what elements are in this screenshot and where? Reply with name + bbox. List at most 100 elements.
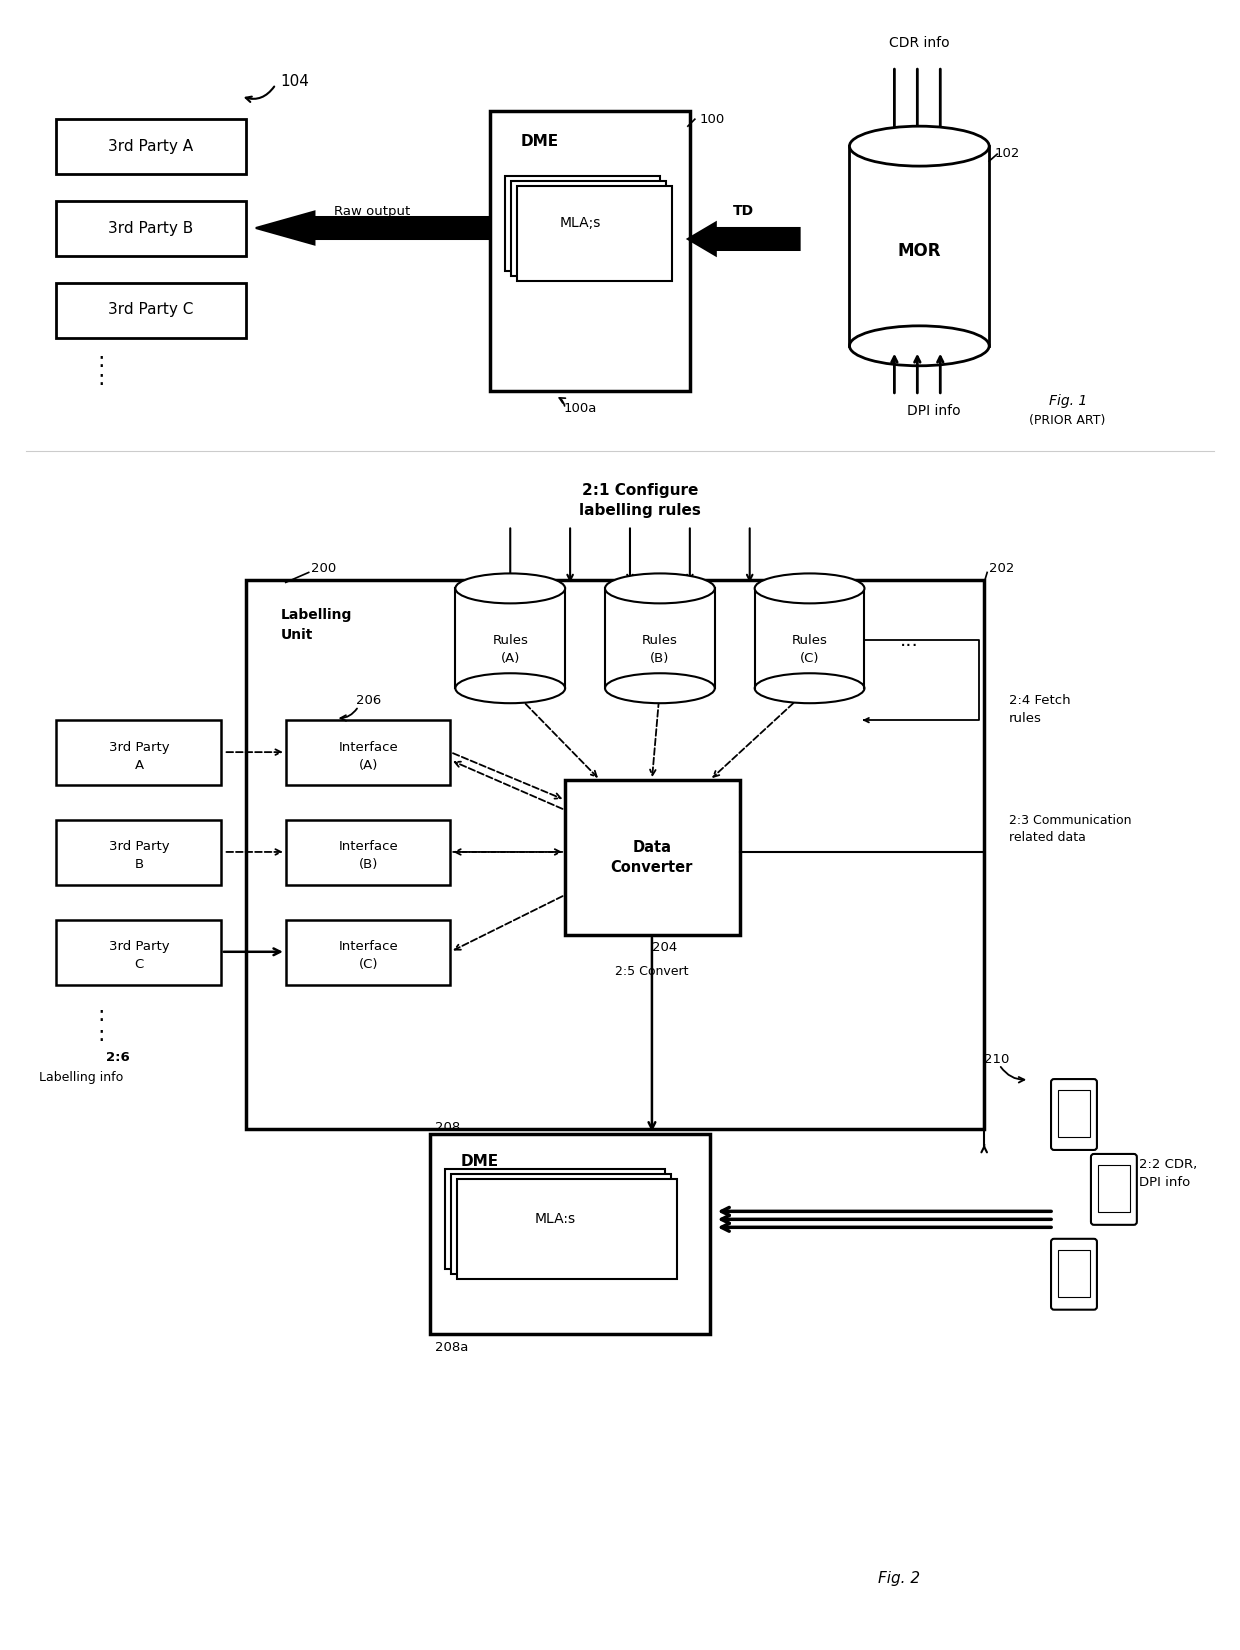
Text: 2:1 Configure: 2:1 Configure: [582, 483, 698, 498]
Text: Rules: Rules: [492, 634, 528, 647]
Text: Interface: Interface: [339, 840, 398, 853]
Text: 3rd Party: 3rd Party: [109, 741, 170, 754]
Ellipse shape: [605, 673, 714, 703]
Text: 3rd Party C: 3rd Party C: [108, 302, 193, 317]
Text: 200: 200: [311, 563, 336, 574]
Text: (A): (A): [358, 759, 378, 772]
Bar: [605, 589, 714, 688]
Text: (A): (A): [501, 652, 520, 665]
Text: Labelling info: Labelling info: [40, 1071, 123, 1084]
Bar: [458, 1180, 677, 1279]
Ellipse shape: [455, 673, 565, 703]
Text: 2:4 Fetch: 2:4 Fetch: [1009, 693, 1071, 706]
Text: ...: ...: [900, 630, 919, 650]
Text: (C): (C): [800, 652, 820, 665]
Text: DPI info: DPI info: [908, 404, 961, 417]
Bar: [755, 589, 864, 688]
Text: DME: DME: [460, 1153, 498, 1168]
Bar: [56, 119, 246, 175]
Text: :: :: [98, 1025, 105, 1044]
FancyArrow shape: [688, 223, 800, 256]
Text: (C): (C): [358, 959, 378, 972]
Text: Converter: Converter: [611, 860, 693, 876]
Text: Rules: Rules: [791, 634, 827, 647]
Text: Raw output: Raw output: [335, 205, 410, 218]
Text: 2:3 Communication: 2:3 Communication: [1009, 813, 1132, 827]
Text: 204: 204: [652, 940, 677, 954]
Bar: [511, 182, 666, 276]
Bar: [56, 919, 221, 985]
Text: 2:5 Convert: 2:5 Convert: [615, 965, 688, 978]
Bar: [285, 820, 450, 884]
Bar: [505, 177, 660, 271]
Text: MLA:s: MLA:s: [534, 1213, 575, 1226]
FancyBboxPatch shape: [1091, 1153, 1137, 1224]
Text: Labelling: Labelling: [280, 609, 352, 622]
Text: 100a: 100a: [563, 403, 596, 416]
Text: MOR: MOR: [898, 243, 941, 261]
Text: (PRIOR ART): (PRIOR ART): [1029, 414, 1105, 427]
Bar: [517, 186, 672, 280]
Text: MLA;s: MLA;s: [559, 216, 600, 229]
Bar: [451, 1175, 671, 1274]
Text: Data: Data: [632, 840, 671, 855]
Bar: [490, 111, 689, 391]
Ellipse shape: [849, 325, 990, 366]
Bar: [445, 1170, 665, 1269]
Text: 100: 100: [699, 112, 725, 125]
Bar: [56, 282, 246, 338]
Text: 3rd Party: 3rd Party: [109, 940, 170, 954]
Text: 2:2 CDR,: 2:2 CDR,: [1138, 1158, 1197, 1172]
Text: DME: DME: [521, 134, 558, 148]
Bar: [565, 780, 740, 936]
Text: Fig. 2: Fig. 2: [878, 1571, 920, 1586]
Text: 3rd Party: 3rd Party: [109, 840, 170, 853]
Text: Unit: Unit: [280, 629, 314, 642]
Text: labelling rules: labelling rules: [579, 503, 701, 518]
Text: Interface: Interface: [339, 940, 398, 954]
Bar: [56, 719, 221, 785]
Text: 206: 206: [356, 693, 381, 706]
Text: (B): (B): [650, 652, 670, 665]
Bar: [1097, 1165, 1130, 1211]
Bar: [430, 1135, 709, 1335]
Ellipse shape: [849, 125, 990, 167]
Bar: [56, 820, 221, 884]
Text: B: B: [134, 858, 144, 871]
Text: Fig. 1: Fig. 1: [1049, 394, 1087, 408]
Text: DPI info: DPI info: [1138, 1176, 1190, 1190]
Text: :: :: [98, 368, 105, 389]
Ellipse shape: [755, 574, 864, 604]
Text: TD: TD: [733, 205, 754, 218]
Text: A: A: [134, 759, 144, 772]
Text: Interface: Interface: [339, 741, 398, 754]
Text: related data: related data: [1009, 832, 1086, 845]
Text: Rules: Rules: [642, 634, 678, 647]
Text: 2:6: 2:6: [107, 1051, 130, 1064]
Text: :: :: [98, 351, 105, 371]
Text: 3rd Party A: 3rd Party A: [108, 139, 193, 153]
FancyBboxPatch shape: [1052, 1079, 1097, 1150]
Text: 208a: 208a: [435, 1340, 469, 1353]
FancyArrow shape: [255, 211, 490, 244]
Bar: [285, 719, 450, 785]
Text: 102: 102: [994, 147, 1019, 160]
FancyBboxPatch shape: [1052, 1239, 1097, 1310]
Bar: [285, 919, 450, 985]
Ellipse shape: [605, 574, 714, 604]
Bar: [56, 201, 246, 256]
Bar: [1058, 1249, 1090, 1297]
Text: rules: rules: [1009, 711, 1042, 724]
Text: 210: 210: [985, 1053, 1009, 1066]
Bar: [849, 147, 990, 346]
Text: (B): (B): [358, 858, 378, 871]
Bar: [455, 589, 565, 688]
Text: C: C: [134, 959, 144, 972]
Ellipse shape: [455, 574, 565, 604]
Text: CDR info: CDR info: [889, 36, 950, 50]
Text: :: :: [98, 1005, 105, 1025]
Text: 3rd Party B: 3rd Party B: [108, 221, 193, 236]
Bar: [1058, 1091, 1090, 1137]
Text: 104: 104: [280, 74, 310, 89]
Ellipse shape: [755, 673, 864, 703]
